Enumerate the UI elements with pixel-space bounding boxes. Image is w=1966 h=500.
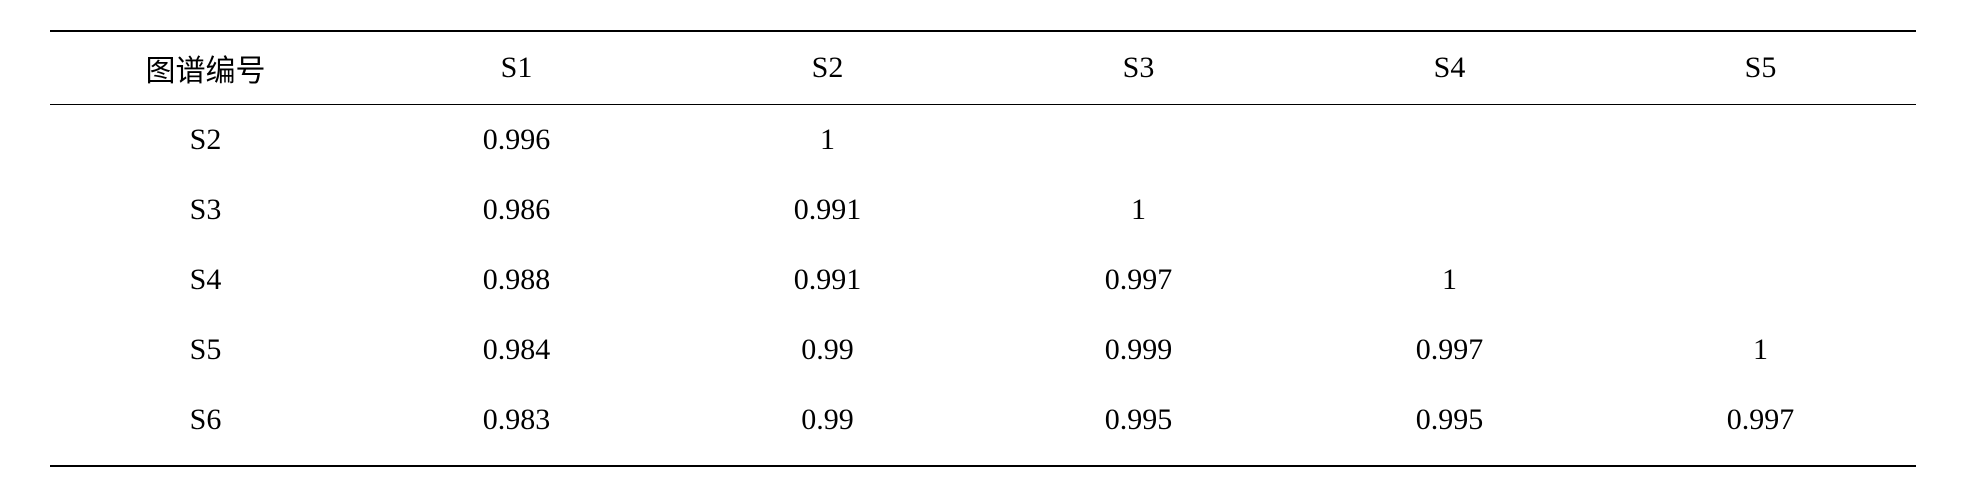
cell: 0.995 <box>983 385 1294 466</box>
cell: 0.991 <box>672 245 983 315</box>
cell: 0.995 <box>1294 385 1605 466</box>
col-header-label: 图谱编号 <box>50 31 361 105</box>
cell: 0.983 <box>361 385 672 466</box>
cell <box>1605 245 1916 315</box>
cell <box>1605 175 1916 245</box>
cell: 0.99 <box>672 315 983 385</box>
cell: 1 <box>672 105 983 176</box>
col-header-s3: S3 <box>983 31 1294 105</box>
cell: 0.984 <box>361 315 672 385</box>
table-header-row: 图谱编号 S1 S2 S3 S4 S5 <box>50 31 1916 105</box>
cell <box>1605 105 1916 176</box>
cell: 0.996 <box>361 105 672 176</box>
cell: 0.997 <box>1605 385 1916 466</box>
cell <box>1294 175 1605 245</box>
cell: 0.991 <box>672 175 983 245</box>
row-label: S6 <box>50 385 361 466</box>
table-row: S6 0.983 0.99 0.995 0.995 0.997 <box>50 385 1916 466</box>
cell: 0.988 <box>361 245 672 315</box>
cell <box>983 105 1294 176</box>
cell: 0.997 <box>1294 315 1605 385</box>
col-header-s4: S4 <box>1294 31 1605 105</box>
cell: 1 <box>1294 245 1605 315</box>
table-row: S5 0.984 0.99 0.999 0.997 1 <box>50 315 1916 385</box>
col-header-s2: S2 <box>672 31 983 105</box>
cell <box>1294 105 1605 176</box>
row-label: S5 <box>50 315 361 385</box>
row-label: S3 <box>50 175 361 245</box>
row-label: S2 <box>50 105 361 176</box>
cell: 0.986 <box>361 175 672 245</box>
cell: 1 <box>1605 315 1916 385</box>
cell: 0.99 <box>672 385 983 466</box>
col-header-s1: S1 <box>361 31 672 105</box>
table-row: S3 0.986 0.991 1 <box>50 175 1916 245</box>
cell: 0.999 <box>983 315 1294 385</box>
col-header-s5: S5 <box>1605 31 1916 105</box>
table-row: S4 0.988 0.991 0.997 1 <box>50 245 1916 315</box>
row-label: S4 <box>50 245 361 315</box>
cell: 0.997 <box>983 245 1294 315</box>
table-row: S2 0.996 1 <box>50 105 1916 176</box>
cell: 1 <box>983 175 1294 245</box>
correlation-table: 图谱编号 S1 S2 S3 S4 S5 S2 0.996 1 S3 0.986 … <box>50 30 1916 467</box>
